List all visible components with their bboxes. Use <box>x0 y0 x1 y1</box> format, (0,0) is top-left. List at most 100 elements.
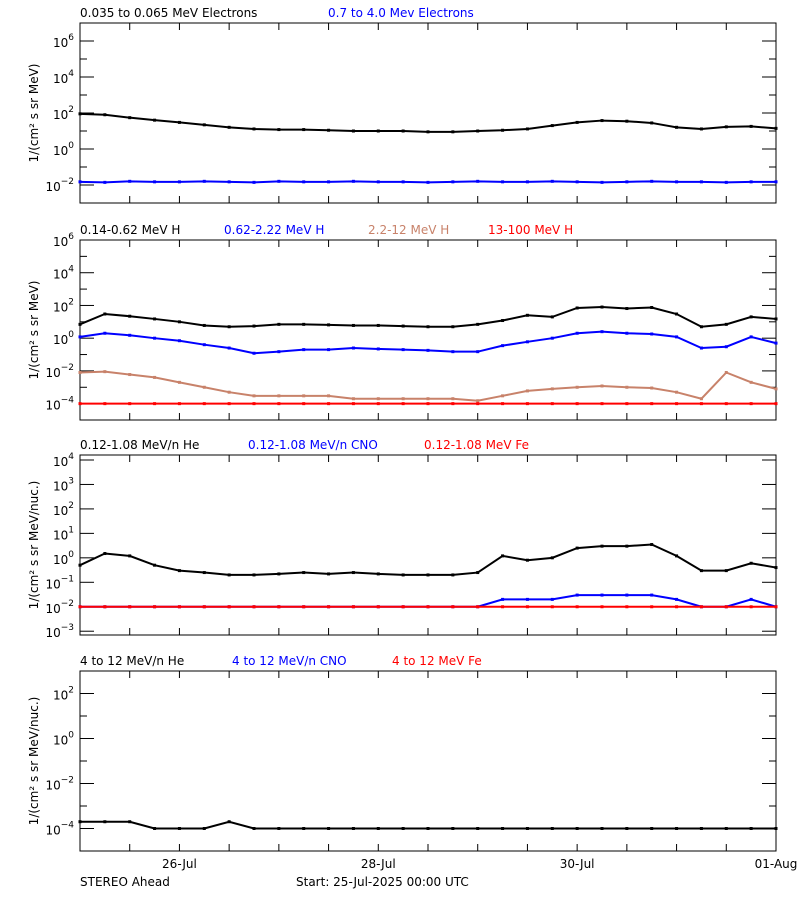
data-point <box>277 827 281 830</box>
data-point <box>426 397 430 401</box>
data-point <box>525 127 529 131</box>
data-point <box>128 179 132 183</box>
data-point <box>351 402 355 406</box>
data-point <box>376 605 380 609</box>
series-line <box>79 306 777 328</box>
data-point <box>327 128 331 132</box>
y-axis-label: 1/(cm² s sr MeV/nuc.) <box>27 697 41 826</box>
data-point <box>327 827 331 830</box>
data-point <box>202 827 206 830</box>
series <box>78 305 778 329</box>
data-point <box>177 120 181 124</box>
series <box>78 605 778 609</box>
data-point <box>525 827 529 830</box>
data-point <box>724 370 728 374</box>
data-point <box>227 346 231 350</box>
data-point <box>650 305 654 309</box>
data-point <box>550 179 554 183</box>
data-point <box>426 348 430 352</box>
y-axis-label: 1/(cm² s sr MeV) <box>27 281 41 380</box>
data-point <box>476 322 480 326</box>
data-point <box>401 324 405 328</box>
data-point <box>575 120 579 124</box>
data-point <box>724 605 728 609</box>
data-point <box>724 125 728 129</box>
data-point <box>227 820 231 824</box>
y-tick-label: 10−1 <box>45 574 74 591</box>
data-point <box>277 350 281 354</box>
data-point <box>550 124 554 128</box>
data-point <box>774 402 778 406</box>
data-point <box>724 569 728 573</box>
data-point <box>451 130 455 134</box>
data-point <box>327 180 331 184</box>
legend-entry: 0.12-1.08 MeV Fe <box>424 438 529 452</box>
data-point <box>724 322 728 326</box>
legend-entry: 4 to 12 MeV/n CNO <box>232 654 347 668</box>
data-point <box>153 605 157 609</box>
data-point <box>749 380 753 384</box>
data-point <box>202 402 206 406</box>
data-point <box>351 571 355 575</box>
data-point <box>501 827 505 830</box>
data-point <box>699 605 703 609</box>
data-point <box>774 126 778 130</box>
data-point <box>774 341 778 345</box>
data-point <box>227 325 231 329</box>
data-point <box>302 180 306 184</box>
series <box>78 370 778 403</box>
data-point <box>625 544 629 548</box>
legend-entry: 0.12-1.08 MeV/n He <box>80 438 199 452</box>
data-point <box>501 344 505 348</box>
y-tick-label: 102 <box>53 501 74 518</box>
data-point <box>575 827 579 830</box>
data-point <box>774 605 778 609</box>
data-point <box>501 128 505 132</box>
data-point <box>227 125 231 129</box>
data-point <box>128 333 132 337</box>
data-point <box>476 129 480 133</box>
data-point <box>426 573 430 577</box>
data-point <box>525 605 529 609</box>
data-point <box>401 129 405 133</box>
data-point <box>302 394 306 398</box>
data-point <box>128 373 132 377</box>
data-point <box>550 402 554 406</box>
data-point <box>625 119 629 123</box>
data-point <box>525 597 529 601</box>
legend-entry: 2.2-12 MeV H <box>368 223 449 237</box>
data-point <box>476 571 480 575</box>
y-tick-label: 106 <box>53 33 74 50</box>
data-point <box>177 339 181 343</box>
legend-entry: 0.7 to 4.0 Mev Electrons <box>328 6 474 20</box>
data-point <box>177 180 181 184</box>
data-point <box>227 573 231 577</box>
data-point <box>650 827 654 830</box>
data-point <box>327 605 331 609</box>
data-point <box>401 397 405 401</box>
data-point <box>451 325 455 329</box>
y-tick-label: 102 <box>53 297 74 314</box>
data-point <box>376 827 380 830</box>
data-point <box>724 827 728 830</box>
data-point <box>78 605 82 609</box>
data-point <box>550 597 554 601</box>
data-point <box>252 127 256 131</box>
y-tick-label: 10−2 <box>45 177 74 194</box>
data-point <box>675 335 679 339</box>
data-point <box>401 573 405 577</box>
data-point <box>550 315 554 319</box>
data-point <box>351 605 355 609</box>
y-tick-label: 101 <box>53 525 74 542</box>
data-point <box>153 336 157 340</box>
data-point <box>575 402 579 406</box>
series-line <box>79 543 777 576</box>
data-point <box>426 605 430 609</box>
data-point <box>749 124 753 128</box>
data-point <box>650 179 654 183</box>
data-point <box>675 390 679 394</box>
data-point <box>153 563 157 567</box>
data-point <box>277 402 281 406</box>
data-point <box>675 827 679 830</box>
y-tick-label: 102 <box>53 105 74 122</box>
